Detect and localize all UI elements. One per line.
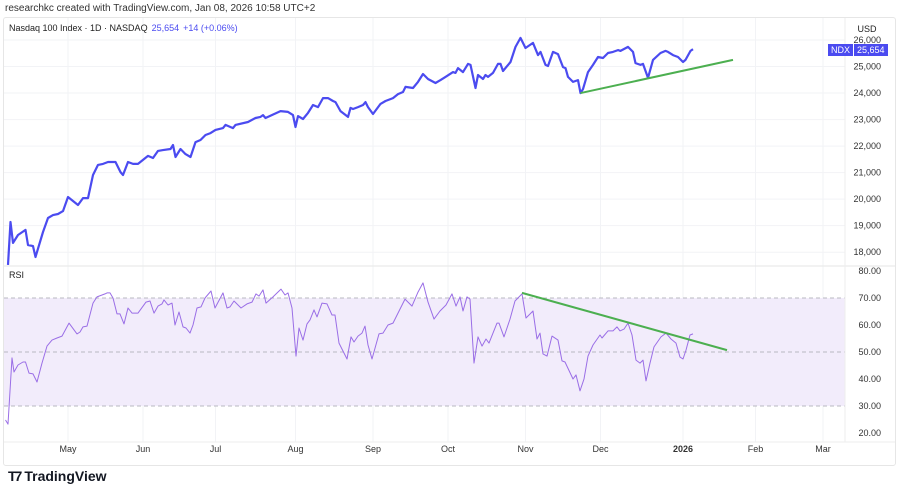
time-axis-label: Aug bbox=[287, 444, 303, 454]
rsi-axis-label: 20.00 bbox=[858, 428, 881, 438]
price-axis-label: 26,000 bbox=[853, 35, 881, 45]
brand-name: TradingView bbox=[24, 468, 107, 484]
tradingview-logo[interactable]: T7 TradingView bbox=[8, 468, 107, 484]
rsi-line bbox=[5, 282, 694, 425]
rsi-axis-label: 70.00 bbox=[858, 293, 881, 303]
last-price-badge: NDX 25,654 bbox=[828, 44, 888, 56]
rsi-axis-label: 30.00 bbox=[858, 401, 881, 411]
price-axis-label: 20,000 bbox=[853, 194, 881, 204]
price-change: +14 (+0.06%) bbox=[183, 23, 238, 33]
time-axis-label: Oct bbox=[441, 444, 456, 454]
time-axis-label: Jul bbox=[210, 444, 222, 454]
rsi-band bbox=[4, 297, 845, 407]
time-axis-label: Feb bbox=[748, 444, 764, 454]
chart-legend: Nasdaq 100 Index · 1D · NASDAQ 25,654 +14 … bbox=[9, 23, 238, 33]
price-axis-label: 21,000 bbox=[853, 168, 881, 178]
time-axis-label: May bbox=[59, 444, 77, 454]
price-axis-label: 18,000 bbox=[853, 247, 881, 257]
time-axis-label: Dec bbox=[592, 444, 609, 454]
rsi-pane-title: RSI bbox=[9, 270, 25, 280]
currency-label[interactable]: USD bbox=[852, 22, 882, 36]
axes: May Jun Jul Aug Sep Oct Nov Dec 2026 Feb Mar 26,000… bbox=[4, 18, 895, 454]
rsi-axis-label: 40.00 bbox=[858, 374, 881, 384]
time-axis-label: Mar bbox=[815, 444, 831, 454]
time-axis-label: Jun bbox=[136, 444, 151, 454]
price-axis-label: 24,000 bbox=[853, 88, 881, 98]
chart-credit: researchkc created with TradingView.com,… bbox=[5, 3, 316, 14]
rsi-resistance-trendline bbox=[521, 291, 728, 352]
series-lines bbox=[5, 36, 734, 425]
time-axis-label: Nov bbox=[517, 444, 534, 454]
price-axis-label: 23,000 bbox=[853, 115, 881, 125]
time-axis-label: 2026 bbox=[673, 444, 693, 454]
symbol-label: Nasdaq 100 Index · 1D · NASDAQ bbox=[9, 23, 148, 33]
price-axis-label: 19,000 bbox=[853, 221, 881, 231]
price-axis-label: 22,000 bbox=[853, 141, 881, 151]
last-price: 25,654 bbox=[151, 23, 180, 33]
ticker-badge: NDX bbox=[828, 44, 854, 56]
rsi-axis-label: 80.00 bbox=[858, 266, 881, 276]
chart-frame bbox=[3, 17, 896, 466]
price-axis-label: 25,000 bbox=[853, 62, 881, 72]
price-support-trendline bbox=[580, 58, 734, 95]
rsi-axis-label: 50.00 bbox=[858, 347, 881, 357]
tradingview-logo-icon: T7 bbox=[8, 468, 22, 484]
time-axis-label: Sep bbox=[365, 444, 381, 454]
price-line bbox=[6, 36, 694, 265]
rsi-axis-label: 60.00 bbox=[858, 320, 881, 330]
price-badge: 25,654 bbox=[854, 44, 888, 56]
